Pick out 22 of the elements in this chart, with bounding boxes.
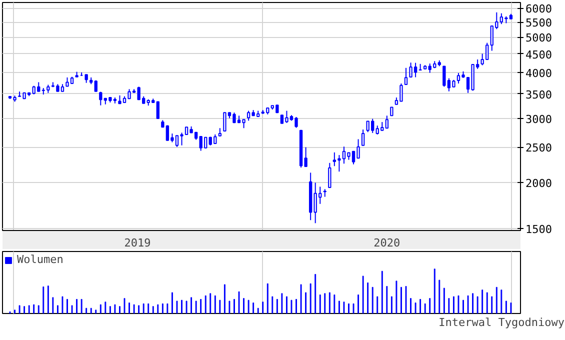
y-tick-label: 3500 xyxy=(526,88,552,102)
candlestick xyxy=(99,91,102,106)
y-tick-label: 1500 xyxy=(526,222,552,236)
text: Interwal Tygodniowy xyxy=(438,316,565,329)
y-tick-label: 4500 xyxy=(526,48,552,62)
x-tick-label: 2020 xyxy=(374,236,400,250)
y-tick-label: 3000 xyxy=(526,112,552,126)
legend-label: Wolumen xyxy=(17,253,64,266)
candlestick xyxy=(486,42,489,60)
y-tick-label: 4000 xyxy=(526,67,552,80)
candlestick xyxy=(480,53,484,66)
y-tick-label: 6000 xyxy=(526,2,552,16)
candlestick xyxy=(156,101,160,120)
y-tick-label: 2500 xyxy=(526,142,552,155)
candlestick xyxy=(385,115,388,129)
candlestick xyxy=(404,67,408,86)
x-tick-label: 2019 xyxy=(124,236,151,250)
candlestick xyxy=(361,129,365,146)
y-tick-label: 5500 xyxy=(526,16,552,30)
candlestick xyxy=(328,162,332,188)
y-tick-label: 2000 xyxy=(526,177,552,190)
y-tick-label: 5000 xyxy=(526,32,552,45)
